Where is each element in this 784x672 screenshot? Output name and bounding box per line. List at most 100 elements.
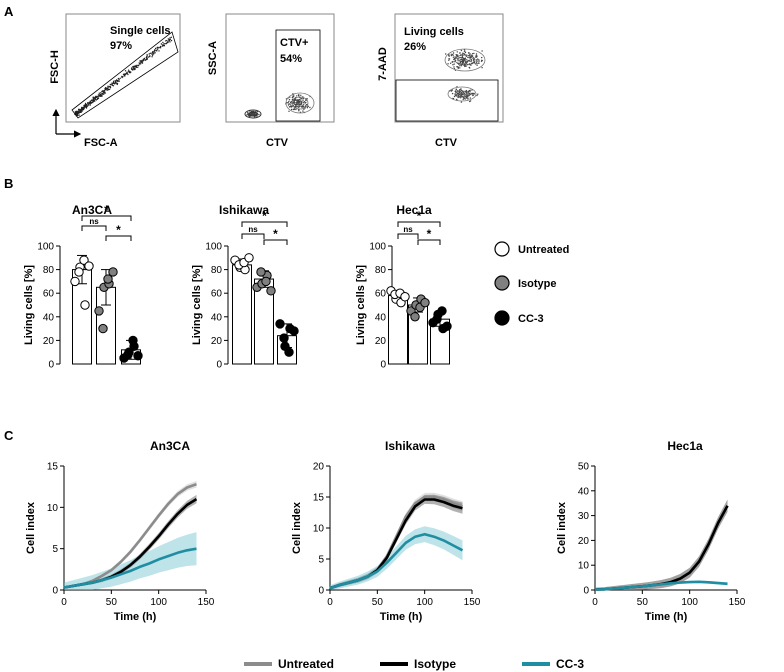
flow-event-dot xyxy=(152,53,155,55)
flow-event-dot xyxy=(452,54,454,56)
panel-label-c: C xyxy=(4,428,14,443)
x-axis-label: Time (h) xyxy=(114,611,157,623)
flow-event-dot xyxy=(302,105,304,107)
flow-event-dot xyxy=(460,88,462,90)
flow-event-dot xyxy=(298,94,300,96)
flow-event-dot xyxy=(112,82,114,85)
flow-event-dot xyxy=(456,51,458,53)
y-tick-label: 10 xyxy=(578,561,590,572)
flow-event-dot xyxy=(98,92,101,94)
flow-event-dot xyxy=(168,38,170,41)
flow-event-dot xyxy=(100,95,102,98)
flow-event-dot xyxy=(460,92,462,95)
flow-event-dot xyxy=(452,52,455,54)
legend-item-cc3: CC-3 xyxy=(494,310,544,326)
flow-event-dot xyxy=(475,61,478,63)
flow-event-dot xyxy=(105,87,107,89)
flow-event-dot xyxy=(101,90,104,93)
density-contour xyxy=(291,96,309,110)
flow-event-dot xyxy=(459,52,461,54)
significance-bracket xyxy=(417,239,441,245)
flow-event-dot xyxy=(76,112,78,114)
confidence-band-isotype xyxy=(330,494,463,590)
data-point-untreated xyxy=(74,267,84,277)
confidence-band-cc-3 xyxy=(64,532,197,590)
flow-event-dot xyxy=(461,56,464,58)
flow-event-dot xyxy=(453,63,455,65)
flow-event-dot xyxy=(464,65,466,68)
flow-event-dot xyxy=(459,56,461,59)
significance-label: ns xyxy=(403,225,413,234)
flow-event-dot xyxy=(291,105,293,108)
flow-event-dot xyxy=(149,52,152,54)
flow-event-dot xyxy=(478,62,480,64)
gate-name-single-cells: Single cells xyxy=(110,25,171,37)
flow-event-dot xyxy=(459,65,461,67)
flow-event-dot xyxy=(169,37,171,39)
y-tick-label: 80 xyxy=(211,265,223,276)
flow-event-dot xyxy=(481,50,483,52)
flow-event-dot xyxy=(160,45,162,48)
x-tick-label: 0 xyxy=(327,597,333,608)
flow-event-dot xyxy=(476,60,478,62)
y-axis-label: Living cells [%] xyxy=(355,265,367,345)
flow-event-dot xyxy=(85,104,87,106)
flow-event-dot xyxy=(121,76,123,79)
significance-label: * xyxy=(262,209,267,223)
flow-event-dot xyxy=(304,105,307,107)
legend-label-untreated: Untreated xyxy=(518,244,569,256)
flow-event-dot xyxy=(475,53,478,55)
flow-event-dot xyxy=(451,89,454,91)
legend-item-untreated: Untreated xyxy=(494,241,569,257)
flow-event-dot xyxy=(475,59,478,61)
flow-event-dot xyxy=(470,54,473,56)
bar-chart-hec1a: Hec1a Living cells [%] 0 20 40 60 80 100 ns * * xyxy=(355,203,452,371)
flow-event-dot xyxy=(452,64,454,66)
flow-event-dot xyxy=(151,56,153,58)
y-tick-label: 0 xyxy=(48,360,54,371)
flow-event-dot xyxy=(462,52,464,54)
data-point-untreated xyxy=(70,276,80,287)
flow-event-dot xyxy=(295,99,297,102)
y-tick-label: 20 xyxy=(578,536,590,547)
flow-event-dot xyxy=(465,94,468,96)
y-axis-label: Living cells [%] xyxy=(191,265,203,345)
flow-event-dot xyxy=(96,98,99,100)
flow-event-dot xyxy=(305,99,307,102)
flow-event-dot xyxy=(303,103,305,106)
legend-b: Untreated Isotype CC-3 xyxy=(494,241,569,326)
flow-event-dot xyxy=(462,92,465,94)
flow-event-dot xyxy=(170,39,173,42)
flow-x-label: CTV xyxy=(435,137,458,149)
flow-event-dot xyxy=(80,108,83,111)
flow-event-dot xyxy=(164,43,166,45)
flow-event-dot xyxy=(85,105,88,108)
flow-event-dot xyxy=(464,98,466,100)
flow-event-dot xyxy=(143,57,146,60)
flow-event-dot xyxy=(162,41,164,44)
data-point-cc-3 xyxy=(442,321,452,331)
flow-event-dot xyxy=(448,55,450,57)
flow-event-dot xyxy=(288,100,290,103)
data-point-cc-3 xyxy=(128,335,138,346)
flow-event-dot xyxy=(158,47,160,49)
flow-event-dot xyxy=(103,93,105,96)
flow-event-dot xyxy=(94,96,97,98)
flow-event-dot xyxy=(473,92,475,95)
y-tick-label: 0 xyxy=(380,360,386,371)
flow-event-dot xyxy=(300,97,302,100)
flow-event-dot xyxy=(465,55,468,57)
flow-event-dot xyxy=(468,52,470,54)
y-tick-label: 80 xyxy=(43,265,55,276)
flow-event-dot xyxy=(78,110,81,112)
gate-single-cells xyxy=(71,31,179,119)
flow-event-dot xyxy=(137,64,139,67)
flow-event-dot xyxy=(111,84,113,86)
flow-event-dot xyxy=(122,73,125,76)
flow-event-dot xyxy=(290,108,293,111)
flow-event-dot xyxy=(149,55,151,57)
y-tick-label: 40 xyxy=(211,312,223,323)
flow-event-dot xyxy=(461,93,464,95)
flow-event-dot xyxy=(162,44,164,47)
flow-event-dot xyxy=(296,105,298,108)
